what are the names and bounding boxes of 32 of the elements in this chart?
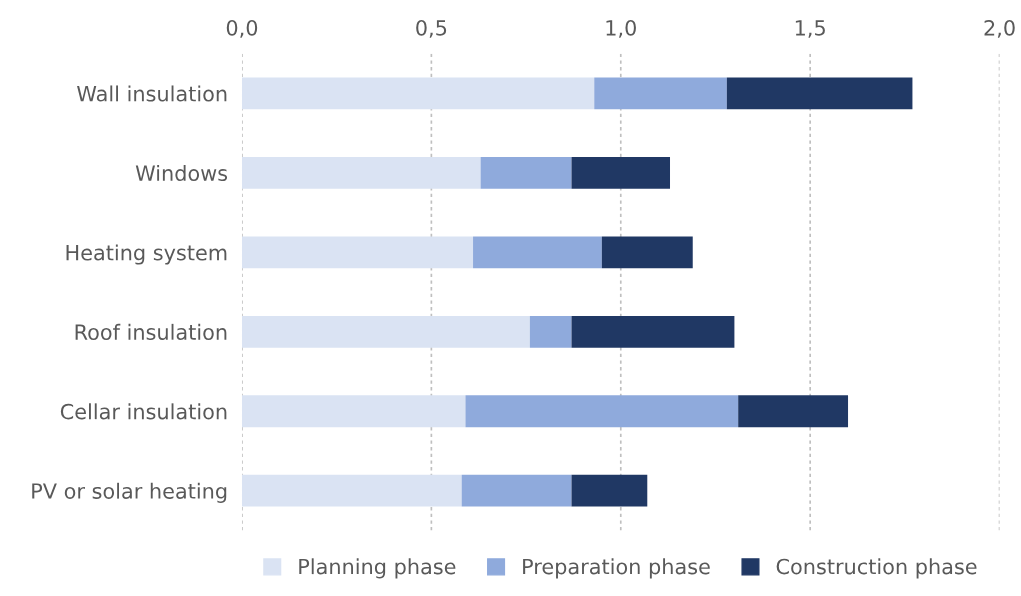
x-tick-label: 1,5	[795, 20, 825, 38]
x-tick-label: 0,5	[416, 19, 447, 38]
x-tick-label: 2,0	[984, 19, 1015, 38]
bar	[241, 236, 474, 269]
bar	[529, 315, 572, 348]
bar	[571, 315, 735, 348]
bar	[241, 395, 466, 428]
bar	[241, 77, 595, 110]
legend-label: Construction phase	[776, 558, 977, 579]
y-tick-label: Windows	[135, 164, 228, 182]
x-tick-label: 1,0	[606, 19, 636, 38]
legend-label: Planning phase	[299, 558, 456, 579]
bar	[601, 236, 693, 269]
bar	[571, 156, 671, 189]
y-tick-label: Cellar insulation	[60, 403, 227, 420]
y-tick-label: Wall insulation	[77, 85, 227, 102]
y-tick-label: Heating system	[66, 244, 227, 265]
x-tick-label: 0,0	[226, 19, 258, 38]
bar	[480, 156, 572, 189]
bar	[594, 77, 727, 110]
y-tick-label: PV or solar heating	[32, 482, 227, 503]
bar	[241, 315, 530, 348]
y-tick-label: Roof insulation	[75, 323, 227, 340]
bar	[241, 474, 462, 507]
bar	[473, 236, 602, 269]
bar	[571, 474, 648, 507]
bar	[738, 395, 849, 428]
bar	[461, 474, 572, 507]
bar	[241, 156, 481, 189]
bar	[465, 395, 739, 428]
bar	[726, 77, 913, 110]
legend-label: Preparation phase	[523, 558, 710, 579]
